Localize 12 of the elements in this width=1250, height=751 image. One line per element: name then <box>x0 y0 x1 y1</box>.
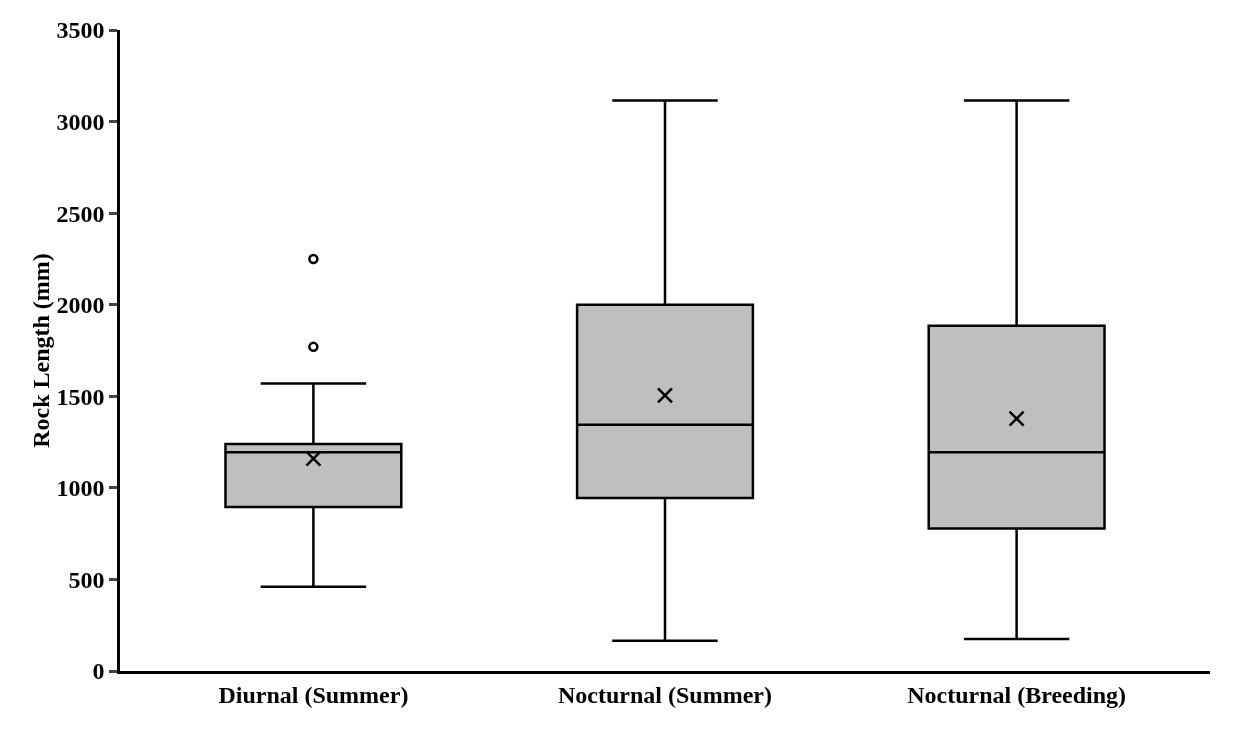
y-tick-label: 1000 <box>56 475 105 502</box>
y-tick-label: 3000 <box>56 108 105 135</box>
y-tick-label: 3500 <box>56 17 105 44</box>
x-tick-label: Nocturnal (Breeding) <box>907 681 1127 708</box>
x-tick-label: Diurnal (Summer) <box>218 681 409 708</box>
y-tick-label: 2000 <box>56 292 105 319</box>
y-tick-label: 500 <box>68 566 105 593</box>
y-tick-label: 1500 <box>56 383 105 410</box>
y-tick-label: 0 <box>92 658 105 685</box>
y-tick-label: 2500 <box>56 200 105 227</box>
x-tick-label: Nocturnal (Summer) <box>558 681 772 708</box>
y-axis-title: Rock Length (mm) <box>28 253 55 448</box>
